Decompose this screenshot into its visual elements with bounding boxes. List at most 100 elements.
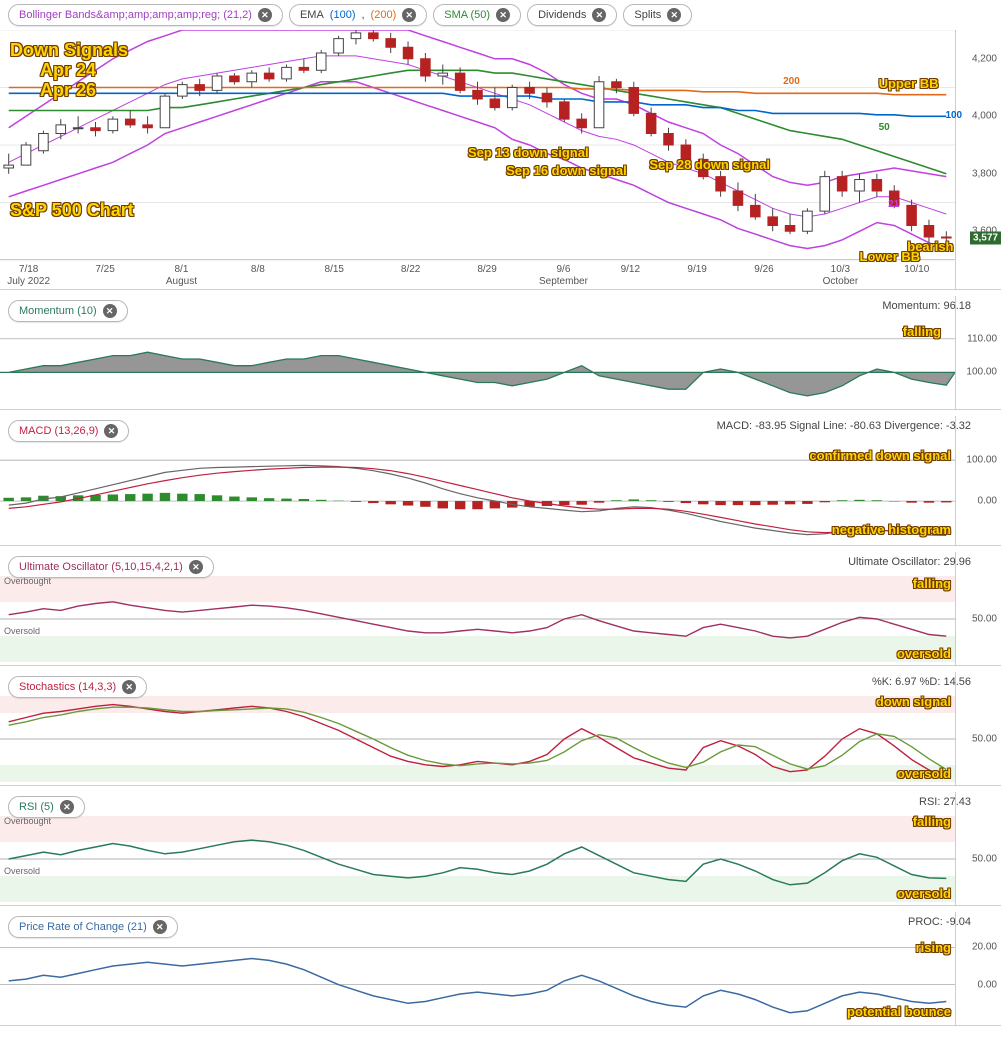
proc-panel: Price Rate of Change (21) ✕ PROC: -9.04 0… — [0, 912, 1001, 1026]
indicator-pill[interactable]: Splits ✕ — [623, 4, 692, 26]
ma-tag: 21 — [888, 199, 899, 210]
pill-label-part: EMA — [300, 9, 324, 21]
close-icon[interactable]: ✕ — [122, 680, 136, 694]
pill-label-part: Dividends — [538, 9, 586, 21]
y-tick: 4,200 — [972, 53, 997, 64]
y-tick: 0.00 — [978, 496, 997, 507]
x-tick-sub: August — [166, 276, 197, 287]
proc-annot-1: rising — [916, 940, 951, 955]
close-icon[interactable]: ✕ — [104, 424, 118, 438]
close-icon[interactable]: ✕ — [153, 920, 167, 934]
rsi-annot-1: falling — [913, 814, 951, 829]
y-tick: 100.00 — [966, 367, 997, 378]
stoch-pill[interactable]: Stochastics (14,3,3)✕ — [8, 676, 147, 698]
macd-annot-1: confirmed down signal — [809, 448, 951, 463]
pill-label-part: SMA (50) — [444, 9, 490, 21]
x-tick: 8/1 — [174, 264, 188, 275]
proc-pill[interactable]: Price Rate of Change (21) ✕ — [8, 916, 178, 938]
down-signal-date-2: Apr 26 — [40, 80, 96, 101]
chart-annotation: Upper BB — [879, 76, 939, 91]
y-tick: 20.00 — [972, 942, 997, 953]
x-tick: 8/8 — [251, 264, 265, 275]
y-tick: 50.00 — [972, 734, 997, 745]
close-icon[interactable]: ✕ — [258, 8, 272, 22]
chart-annotation: bearish — [907, 239, 953, 254]
x-tick: 9/26 — [754, 264, 773, 275]
main-chart-svg — [0, 30, 955, 290]
momentum-svg — [0, 296, 955, 410]
x-tick: 9/19 — [687, 264, 706, 275]
pill-label-part: (100) — [330, 9, 356, 21]
proc-annot-2: potential bounce — [847, 1004, 951, 1019]
proc-readout: PROC: -9.04 — [908, 916, 971, 928]
momentum-y-axis: 100.00 110.00 — [955, 296, 1001, 409]
rsi-pill-label: RSI (5) — [19, 801, 54, 813]
ma-tag: 100 — [945, 110, 962, 121]
stoch-annot-2: oversold — [897, 766, 951, 781]
price-y-axis: 3,6003,8004,0004,200 — [955, 30, 1001, 289]
indicator-pill[interactable]: SMA (50) ✕ — [433, 4, 521, 26]
uo-annot-2: oversold — [897, 646, 951, 661]
x-tick: 7/25 — [95, 264, 114, 275]
x-tick: 10/10 — [904, 264, 929, 275]
rsi-svg — [0, 792, 955, 906]
momentum-pill[interactable]: Momentum (10) ✕ — [8, 300, 128, 322]
x-tick: 7/18 — [19, 264, 38, 275]
indicator-pill[interactable]: EMA (100),(200)✕ — [289, 4, 427, 26]
rsi-panel: RSI (5)✕ RSI: 27.43 Overbought Oversold … — [0, 792, 1001, 906]
rsi-y-axis: 50.00 — [955, 792, 1001, 905]
y-tick: 100.00 — [966, 455, 997, 466]
chart-annotation: Sep 16 down signal — [506, 163, 627, 178]
x-tick-sub: September — [539, 276, 588, 287]
indicator-pill[interactable]: Dividends ✕ — [527, 4, 617, 26]
uo-panel: Ultimate Oscillator (5,10,15,4,2,1) ✕ Ult… — [0, 552, 1001, 666]
macd-annot-2: negative histogram — [832, 522, 951, 537]
rsi-annot-2: oversold — [897, 886, 951, 901]
close-icon[interactable]: ✕ — [667, 8, 681, 22]
date-x-axis: 7/18July 20227/258/1August8/88/158/228/2… — [0, 259, 955, 289]
close-icon[interactable]: ✕ — [496, 8, 510, 22]
ma-tag: 200 — [783, 76, 800, 87]
close-icon[interactable]: ✕ — [402, 8, 416, 22]
macd-svg — [0, 416, 955, 546]
y-tick: 50.00 — [972, 854, 997, 865]
momentum-annot: falling — [903, 324, 941, 339]
close-icon[interactable]: ✕ — [60, 800, 74, 814]
momentum-readout: Momentum: 96.18 — [882, 300, 971, 312]
stoch-annot-1: down signal — [876, 694, 951, 709]
momentum-panel: Momentum (10) ✕ Momentum: 96.18 100.00 110… — [0, 296, 1001, 410]
pill-label-part: , — [361, 9, 364, 21]
uo-pill-label: Ultimate Oscillator (5,10,15,4,2,1) — [19, 561, 183, 573]
y-tick: 4,000 — [972, 111, 997, 122]
macd-panel: MACD (13,26,9)✕ MACD: -83.95 Signal Line… — [0, 416, 1001, 546]
last-price-flag: 3,577 — [970, 231, 1001, 244]
y-tick: 3,800 — [972, 168, 997, 179]
close-icon[interactable]: ✕ — [592, 8, 606, 22]
close-icon[interactable]: ✕ — [103, 304, 117, 318]
x-tick: 9/12 — [621, 264, 640, 275]
macd-readout: MACD: -83.95 Signal Line: -80.63 Diverge… — [717, 420, 971, 432]
x-tick: 8/29 — [477, 264, 496, 275]
chart-title-annot: S&P 500 Chart — [10, 200, 134, 221]
close-icon[interactable]: ✕ — [189, 560, 203, 574]
rsi-readout: RSI: 27.43 — [919, 796, 971, 808]
y-tick: 110.00 — [967, 333, 997, 344]
indicator-pill[interactable]: Bollinger Bands&amp;amp;amp;amp;reg; (21… — [8, 4, 283, 26]
uo-pill[interactable]: Ultimate Oscillator (5,10,15,4,2,1) ✕ — [8, 556, 214, 578]
main-price-chart: Down Signals Apr 24 Apr 26 S&P 500 Chart… — [0, 30, 1001, 290]
y-tick: 50.00 — [972, 614, 997, 625]
y-tick: 0.00 — [978, 979, 997, 990]
proc-pill-label: Price Rate of Change (21) — [19, 921, 147, 933]
down-signals-header: Down Signals — [10, 40, 128, 61]
pill-label-part: Splits — [634, 9, 661, 21]
x-tick-sub: October — [823, 276, 859, 287]
rsi-pill[interactable]: RSI (5) ✕ — [8, 796, 85, 818]
stoch-y-axis: 50.00 — [955, 672, 1001, 785]
momentum-pill-label: Momentum (10) — [19, 305, 97, 317]
indicator-pill-row: Bollinger Bands&amp;amp;amp;amp;reg; (21… — [0, 0, 1001, 30]
proc-y-axis: 0.00 20.00 — [955, 912, 1001, 1025]
macd-pill[interactable]: MACD (13,26,9)✕ — [8, 420, 129, 442]
stoch-readout: %K: 6.97 %D: 14.56 — [872, 676, 971, 688]
chart-annotation: Sep 28 down signal — [649, 157, 770, 172]
chart-annotation: Sep 13 down signal — [468, 145, 589, 160]
